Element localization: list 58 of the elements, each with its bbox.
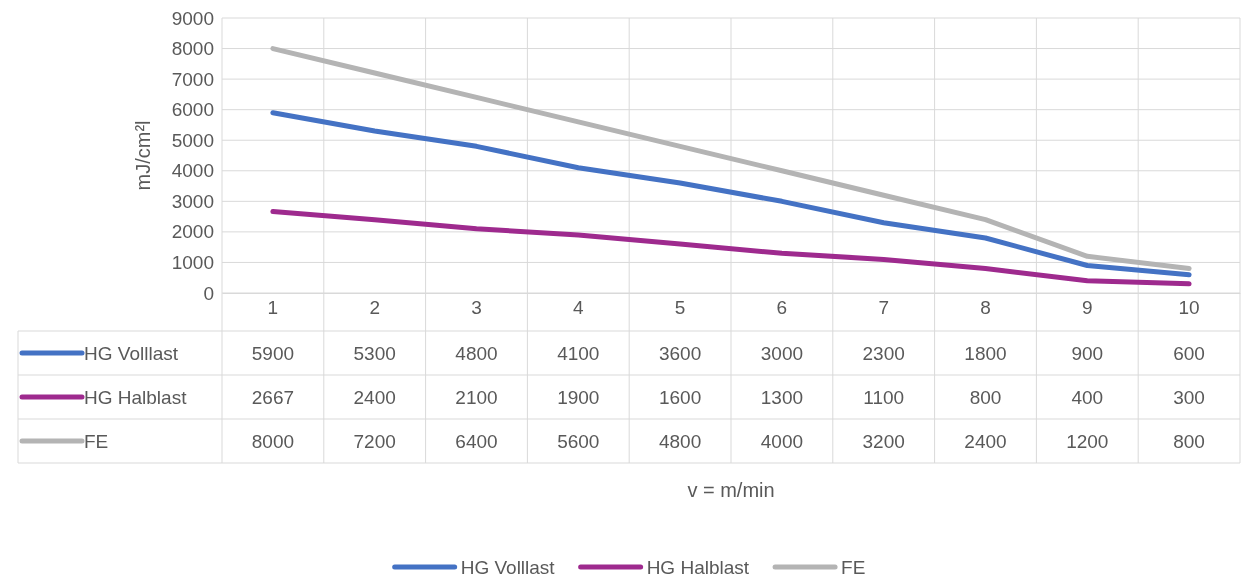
data-label: 7200 [353, 430, 396, 452]
data-label: 1200 [1066, 430, 1109, 452]
data-label: 6400 [455, 430, 498, 452]
text: FE [841, 556, 866, 578]
x-tick-label: 5 [674, 297, 686, 319]
y-tick-label: 2000 [171, 221, 214, 243]
data-label: 5600 [557, 430, 600, 452]
data-label: 1900 [557, 386, 600, 408]
data-label: 300 [1173, 386, 1205, 408]
data-label: 4800 [658, 430, 702, 452]
text: HG Halblast [646, 556, 750, 578]
y-tick-label: 5000 [171, 129, 214, 151]
x-tick-label: 4 [573, 297, 585, 319]
y-tick-label: 1000 [171, 252, 214, 274]
data-label: 2667 [251, 386, 295, 408]
data-label: 1600 [658, 386, 702, 408]
data-label: 400 [1071, 386, 1104, 408]
legend-label: HG Volllast [84, 342, 179, 364]
y-tick-label: 3000 [171, 190, 214, 212]
y-tick-label: 8000 [171, 38, 214, 60]
text: HG Volllast [460, 556, 555, 578]
data-label: 5300 [353, 342, 396, 364]
y-tick-label: 6000 [171, 99, 214, 121]
y-tick-label: 0 [203, 282, 214, 304]
data-label: 3200 [862, 430, 905, 452]
text: v = m/min [687, 479, 775, 501]
data-label: 5900 [251, 342, 295, 364]
data-label: 8000 [251, 430, 295, 452]
data-label: 1100 [863, 386, 905, 408]
x-tick-label: 6 [776, 297, 788, 319]
data-label: 3000 [760, 342, 804, 364]
data-label: 600 [1173, 342, 1205, 364]
x-tick-label: 7 [878, 297, 889, 319]
data-label: 4100 [557, 342, 600, 364]
x-tick-label: 9 [1082, 297, 1093, 319]
data-label: 2400 [353, 386, 396, 408]
data-label: 3600 [658, 342, 702, 364]
x-tick-label: 10 [1178, 297, 1200, 319]
data-label: 900 [1071, 342, 1104, 364]
legend-label: HG Halblast [84, 386, 188, 408]
y-axis-title: mJ/cm²l [132, 120, 154, 191]
data-label: 4000 [760, 430, 804, 452]
data-label: 1300 [760, 386, 804, 408]
legend-label: FE [84, 430, 109, 452]
data-label: 800 [969, 386, 1002, 408]
data-label: 1800 [964, 342, 1007, 364]
data-label: 2100 [455, 386, 498, 408]
x-tick-label: 2 [369, 297, 380, 319]
x-tick-label: 1 [267, 297, 279, 319]
data-label: 4800 [455, 342, 498, 364]
data-label: 800 [1173, 430, 1205, 452]
y-tick-label: 7000 [171, 68, 214, 90]
x-tick-label: 8 [980, 297, 991, 319]
data-label: 2400 [964, 430, 1007, 452]
data-label: 2300 [862, 342, 905, 364]
y-tick-label: 4000 [171, 160, 214, 182]
y-tick-label: 9000 [171, 7, 214, 29]
x-tick-label: 3 [471, 297, 482, 319]
